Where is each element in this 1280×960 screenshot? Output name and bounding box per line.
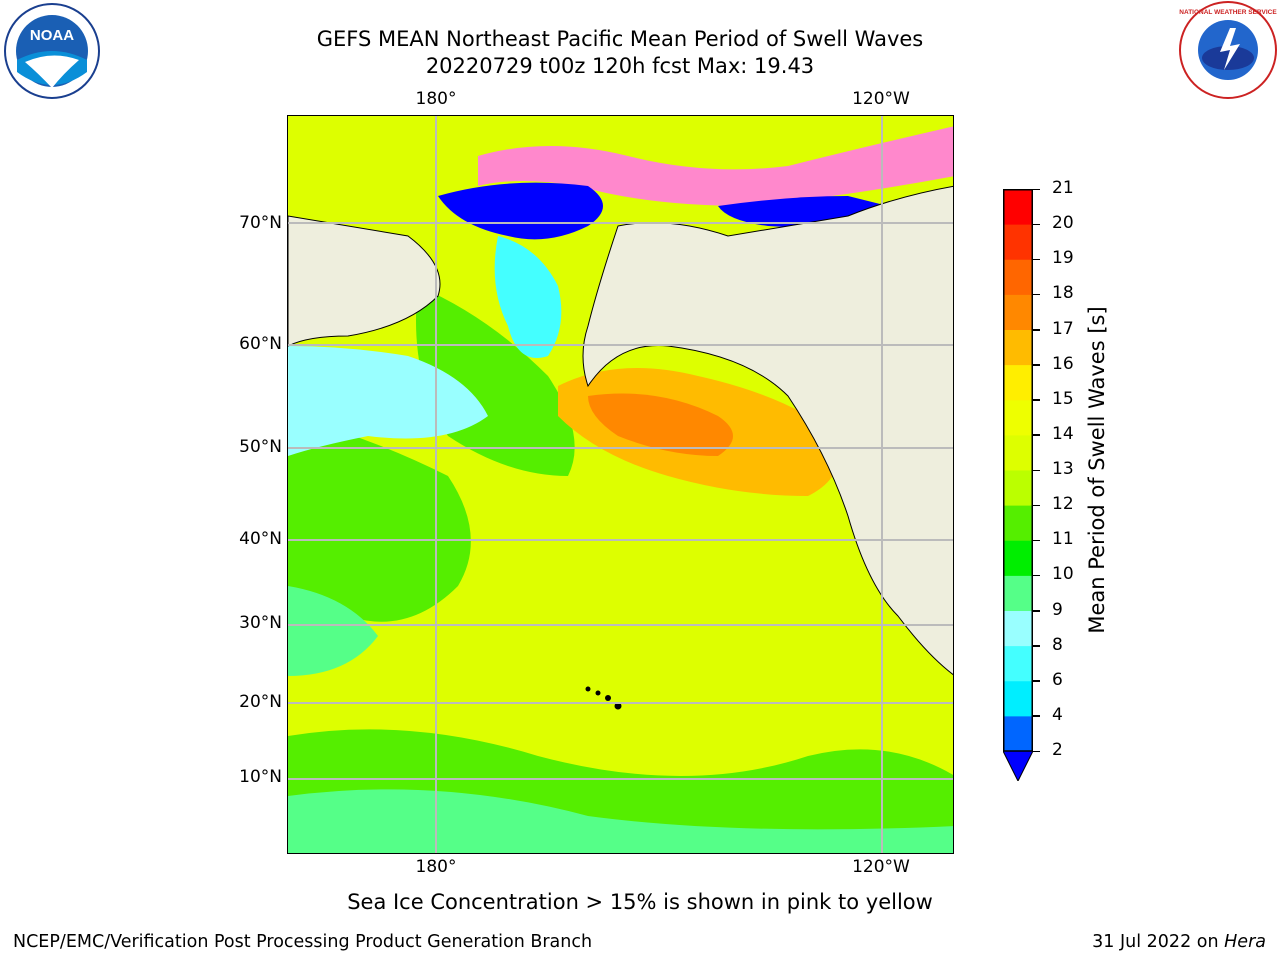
footer-credit: NCEP/EMC/Verification Post Processing Pr… [13,932,593,952]
land-hawaii-3 [605,695,611,701]
colorbar-segment [1003,189,1033,225]
swell-region-west-low [288,586,378,676]
swell-region-bering [494,236,562,358]
bottom-lon-label-120w: 120°W [852,857,910,877]
colorbar-tick-mark [1033,539,1040,542]
chart-subtitle: 20220729 t00z 120h fcst Max: 19.43 [425,54,815,78]
colorbar-tick-label: 8 [1052,634,1063,655]
colorbar-tick-label: 15 [1052,388,1074,409]
top-lon-label-180: 180° [415,89,457,109]
colorbar-tick-mark [1033,574,1040,577]
colorbar-tick-mark [1033,188,1040,190]
colorbar-tick-label: 2 [1052,740,1063,760]
colorbar-tick-label: 14 [1052,423,1074,444]
colorbar-tick-label: 17 [1052,318,1074,339]
colorbar-segment [1003,575,1033,611]
colorbar-segment [1003,329,1033,366]
sea-ice-band [478,126,953,206]
sea-ice-footnote: Sea Ice Concentration > 15% is shown in … [347,890,933,914]
lat-label-30n: 30°N [239,613,282,633]
colorbar-segment [1003,715,1033,752]
footer-date: 31 Jul 2022 on Hera [1092,932,1266,952]
colorbar-segment [1003,259,1033,295]
colorbar-segment [1003,364,1033,401]
swell-region-west [288,416,471,622]
graticule [288,116,953,853]
colorbar-tick-mark [1033,610,1040,612]
land-siberia [288,215,441,347]
lat-label-40n: 40°N [239,529,282,549]
top-lon-label-120w: 120°W [852,89,910,109]
lat-label-50n: 50°N [239,437,282,457]
colorbar-segment [1003,680,1033,717]
lat-label-70n: 70°N [239,213,282,233]
noaa-logo: NOAA [3,2,101,100]
colorbar-segment [1003,610,1033,647]
colorbar-label: Mean Period of Swell Waves [s] [1085,306,1109,634]
colorbar-segment [1003,224,1033,260]
colorbar-segment [1003,434,1033,471]
nws-logo: NATIONAL WEATHER SERVICE [1178,0,1278,100]
colorbar-tick-label: 20 [1052,213,1074,234]
footer-machine: Hera [1224,932,1266,952]
colorbar-tick-label: 13 [1052,459,1074,479]
colorbar-tick-label: 21 [1052,178,1074,198]
colorbar-tick-mark [1033,293,1040,296]
land-hawaii-4 [614,702,622,710]
colorbar-segment [1003,399,1033,436]
colorbar-segment [1003,505,1033,541]
map-frame [287,115,954,854]
land-hawaii-2 [595,690,601,696]
colorbar-outline [1003,189,1033,752]
colorbar-tick-mark [1033,399,1040,401]
colorbar-tick-mark [1033,469,1040,471]
land-hawaii-1 [585,686,591,692]
colorbar-segment [1003,294,1033,330]
colorbar-segment [1003,645,1033,682]
colorbar-segment [1003,540,1033,576]
colorbar-tick-mark [1033,364,1040,366]
colorbar-tick-label: 11 [1052,529,1074,550]
lat-label-60n: 60°N [239,334,282,354]
colorbar-tick-mark [1033,223,1040,226]
colorbar-tick-mark [1033,750,1040,752]
bottom-lon-label-180: 180° [415,857,457,877]
colorbar-segment [1003,470,1033,506]
colorbar-extend-triangle [1003,750,1033,781]
colorbar-tick-label: 16 [1052,353,1074,374]
lat-label-20n: 20°N [239,692,282,712]
chart-title: GEFS MEAN Northeast Pacific Mean Period … [316,27,924,51]
noaa-logo-text: NOAA [30,27,74,44]
colorbar-tick-mark [1033,715,1040,717]
colorbar-tick-label: 18 [1052,283,1074,304]
colorbar-tick-mark [1033,680,1040,682]
colorbar-tick-label: 9 [1052,599,1063,620]
map-canvas [288,116,953,853]
swell-region-gulf-darkorange [588,393,733,456]
nws-logo-text: NATIONAL WEATHER SERVICE [1179,9,1277,16]
colorbar-tick-mark [1033,645,1040,647]
swell-region-nw-cyan [288,346,488,456]
colorbar [1003,189,1033,781]
footer-date-text: 31 Jul 2022 on [1092,932,1219,952]
swell-band-south-low [288,789,953,853]
colorbar-tick-mark [1033,434,1040,436]
colorbar-tick-label: 10 [1052,564,1074,585]
colorbar-tick-label: 4 [1052,704,1063,725]
colorbar-tick-mark [1033,329,1040,331]
colorbar-tick-mark [1033,504,1040,507]
colorbar-tick-mark [1033,258,1040,261]
colorbar-tick-label: 19 [1052,248,1074,269]
arctic-blue [438,182,603,240]
lat-label-10n: 10°N [239,767,282,787]
colorbar-tick-label: 12 [1052,494,1074,515]
colorbar-tick-label: 6 [1052,669,1063,690]
